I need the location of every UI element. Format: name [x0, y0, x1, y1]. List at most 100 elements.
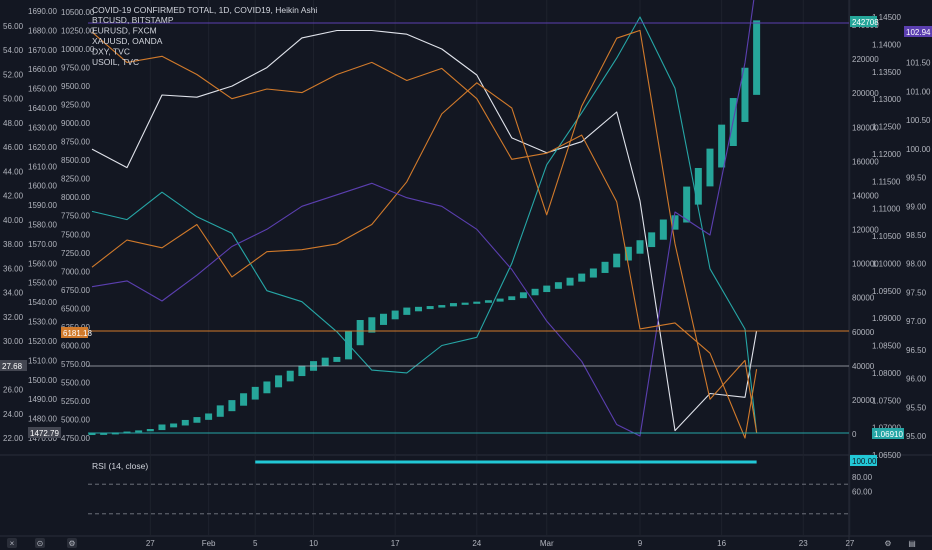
legend-series-item[interactable]: XAUUSD, OANDA [92, 36, 163, 46]
covid-candle[interactable] [286, 370, 294, 382]
eur-axis-tick: 1.14000 [872, 40, 901, 49]
covid-candle[interactable] [263, 381, 271, 394]
eur-axis-tick: 1.12500 [872, 123, 901, 132]
btc-line[interactable] [91, 29, 758, 432]
covid-candle[interactable] [368, 317, 376, 333]
rsi-label: RSI (14, close) [92, 461, 148, 471]
covid-candle[interactable] [205, 413, 213, 420]
legend-series-item[interactable]: DXY, TVC [92, 47, 130, 57]
layout-icon[interactable]: ▤ [908, 539, 916, 548]
covid-candle[interactable] [741, 67, 749, 122]
eur-axis-tick: 1.08500 [872, 342, 901, 351]
covid-candle[interactable] [251, 386, 259, 400]
covid-candle[interactable] [100, 432, 108, 435]
covid-candle[interactable] [216, 405, 224, 417]
covid-candle[interactable] [531, 288, 539, 296]
covid-candle[interactable] [321, 357, 329, 367]
btc-axis-tick: 9500.00 [61, 82, 90, 91]
covid-candle[interactable] [671, 215, 679, 230]
gear-icon[interactable]: ⚙ [68, 539, 75, 548]
covid-candle[interactable] [158, 424, 166, 431]
covid-candle[interactable] [683, 186, 691, 223]
covid-candle[interactable] [718, 124, 726, 168]
time-axis-tick: Mar [540, 539, 554, 548]
gold-axis-tick: 1520.00 [28, 337, 57, 346]
oil-axis-tick: 50.00 [3, 95, 24, 104]
close-icon[interactable]: × [10, 539, 15, 548]
covid-axis-tick: 20000 [852, 396, 875, 405]
covid-candle[interactable] [333, 356, 341, 362]
gold-axis-tick: 1660.00 [28, 65, 57, 74]
covid-candle[interactable] [694, 167, 702, 205]
covid-candle[interactable] [380, 313, 387, 325]
covid-candle[interactable] [636, 240, 644, 254]
legend-series-item[interactable]: BTCUSD, BITSTAMP [92, 15, 174, 25]
covid-candle[interactable] [578, 273, 586, 282]
eur-axis-tick: 1.11500 [872, 177, 901, 186]
covid-candle[interactable] [356, 320, 364, 346]
covid-candle[interactable] [613, 253, 621, 268]
gold-axis-tick: 1690.00 [28, 7, 57, 16]
legend-series-item[interactable]: USOIL, TVC [92, 57, 139, 67]
covid-candle[interactable] [135, 430, 143, 433]
covid-candle[interactable] [403, 307, 411, 315]
legend-series-item[interactable]: EURUSD, FXCM [92, 26, 157, 36]
btc-axis-tick: 5250.00 [61, 397, 90, 406]
eur-last-badge-bg [872, 428, 904, 439]
covid-axis-tick: 100000 [852, 260, 879, 269]
covid-candle[interactable] [648, 232, 656, 248]
time-axis-tick: 23 [799, 539, 808, 548]
eur-axis-tick: 1.09000 [872, 314, 901, 323]
btc-axis-tick: 8000.00 [61, 193, 90, 202]
covid-candle[interactable] [193, 417, 201, 423]
covid-candle[interactable] [275, 375, 283, 388]
dxy-line[interactable] [91, 0, 757, 437]
covid-candle[interactable] [473, 301, 481, 304]
covid-last-badge-bg [850, 16, 877, 27]
covid-candle[interactable] [438, 305, 446, 308]
gold-axis-tick: 1670.00 [28, 46, 57, 55]
covid-candle[interactable] [228, 400, 236, 412]
covid-candle[interactable] [543, 285, 551, 293]
covid-candle[interactable] [601, 261, 609, 273]
covid-candle[interactable] [624, 246, 632, 261]
oil-axis-tick: 24.00 [3, 410, 24, 419]
covid-candle[interactable] [659, 219, 667, 240]
btc-axis-tick: 7250.00 [61, 249, 90, 258]
oil-line[interactable] [91, 31, 758, 439]
covid-candle[interactable] [170, 423, 178, 428]
dxy-axis-tick: 98.50 [906, 231, 927, 240]
covid-candle[interactable] [706, 148, 714, 187]
covid-candle[interactable] [753, 20, 761, 95]
oil-axis-tick: 44.00 [3, 167, 24, 176]
compare-icon[interactable]: ⊙ [37, 539, 44, 548]
covid-axis-tick: 140000 [852, 191, 879, 200]
covid-candle[interactable] [519, 292, 527, 299]
btc-axis-tick: 5000.00 [61, 415, 90, 424]
covid-candle[interactable] [240, 393, 248, 406]
settings-icon[interactable]: ⚙ [884, 539, 891, 548]
oil-axis-tick: 40.00 [3, 216, 24, 225]
covid-candle[interactable] [508, 296, 516, 301]
gold-line[interactable] [91, 29, 758, 433]
eur-line[interactable] [91, 16, 758, 433]
covid-candle[interactable] [496, 298, 504, 302]
covid-candle[interactable] [146, 429, 154, 432]
covid-candle[interactable] [298, 365, 306, 377]
covid-candle[interactable] [391, 310, 399, 320]
time-axis-tick: 27 [146, 539, 155, 548]
covid-candle[interactable] [88, 433, 96, 436]
covid-candle[interactable] [554, 282, 562, 289]
covid-candle[interactable] [566, 277, 574, 286]
covid-candle[interactable] [461, 302, 469, 305]
covid-candle[interactable] [484, 300, 492, 303]
covid-candle[interactable] [589, 268, 597, 278]
covid-candle[interactable] [426, 306, 434, 310]
covid-candle[interactable] [414, 306, 422, 312]
covid-candle[interactable] [181, 419, 189, 426]
covid-candle[interactable] [449, 303, 457, 307]
dxy-axis-tick: 100.00 [906, 145, 931, 154]
time-axis-tick: 9 [638, 539, 643, 548]
